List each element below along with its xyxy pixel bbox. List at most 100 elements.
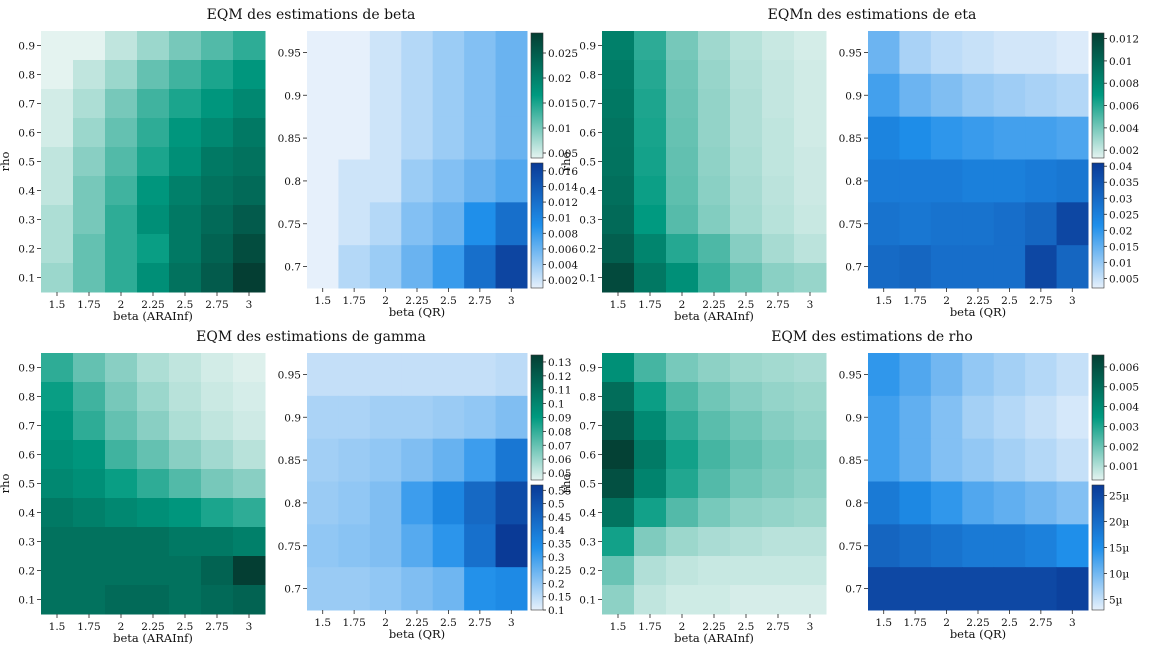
- panel-title-beta: EQM des estimations de beta: [207, 7, 416, 23]
- y-tick-label: 0.1: [18, 273, 35, 285]
- heatmap-cell: [401, 202, 434, 246]
- heatmap-cell: [762, 118, 795, 148]
- y-tick-label: 0.85: [278, 133, 301, 145]
- y-tick-label: 0.5: [579, 479, 596, 491]
- colorbar-tick-label: 15µ: [1109, 543, 1129, 555]
- heatmap-cell: [169, 382, 202, 412]
- x-tick-label: 2: [943, 617, 950, 629]
- colorbar-tick-label: 5µ: [1109, 595, 1123, 607]
- heatmap-cell: [169, 205, 202, 235]
- colorbar-tick-label: 0.2: [548, 578, 565, 590]
- x-tick-label: 2.75: [1029, 295, 1052, 307]
- heatmap-cell: [762, 205, 795, 235]
- heatmap-cell: [169, 411, 202, 441]
- y-tick-label: 0.75: [278, 219, 301, 231]
- heatmap-cell: [495, 202, 528, 246]
- heatmap-cell: [73, 176, 106, 206]
- heatmap-cell: [930, 567, 963, 611]
- y-tick-label: 0.9: [18, 41, 35, 53]
- heatmap-cell: [666, 353, 699, 383]
- heatmap-cell: [698, 527, 731, 557]
- heatmap-cell: [602, 527, 635, 557]
- y-tick-label: 0.6: [18, 128, 35, 140]
- heatmap-cell: [962, 481, 995, 525]
- colorbar-tick-label: 0.005: [1109, 273, 1139, 285]
- colorbar-tick-label: 0.025: [548, 48, 578, 60]
- heatmap-cell: [602, 118, 635, 148]
- colorbar-tick-label: 0.002: [1109, 145, 1139, 157]
- heatmap-cell: [1025, 202, 1058, 246]
- heatmap-cell: [41, 527, 74, 557]
- heatmap-cell: [41, 234, 74, 264]
- colorbar-tick-label: 0.004: [548, 260, 578, 272]
- y-tick-label: 0.8: [284, 498, 301, 510]
- y-tick-label: 0.1: [579, 595, 596, 607]
- panel-eta: EQMn des estimations de eta 1.5 1.75 2 2.25…: [559, 7, 1139, 323]
- heatmap-cell: [794, 118, 827, 148]
- heatmap-cell: [169, 556, 202, 586]
- heatmap-cell: [666, 585, 699, 615]
- y-tick-label: 0.85: [278, 455, 301, 467]
- heatmap-cell: [401, 245, 434, 289]
- x-axis-label: beta (QR): [389, 627, 445, 641]
- heatmap-cell: [1056, 438, 1089, 482]
- heatmap-cell: [698, 31, 731, 61]
- colorbar-tick-label: 0.015: [548, 98, 578, 110]
- x-tick-label: 3: [807, 621, 814, 633]
- y-tick-label: 0.8: [845, 498, 862, 510]
- heatmap-cell: [762, 382, 795, 412]
- x-axis-label: beta (QR): [950, 627, 1006, 641]
- heatmap-cell: [930, 31, 963, 75]
- heatmap-cell: [105, 440, 138, 470]
- heatmap-cell: [868, 202, 900, 246]
- heatmap-cell: [634, 263, 667, 293]
- heatmap-cell: [1025, 116, 1058, 160]
- heatmap-cell: [495, 245, 528, 289]
- colorbar-tick-label: 0.01: [548, 123, 571, 135]
- heatmap-cell: [137, 353, 170, 383]
- x-tick-label: 2: [382, 295, 389, 307]
- heatmap-cell: [105, 498, 138, 528]
- colorbar-bottom-1: [1091, 162, 1105, 289]
- heatmap-cell: [369, 438, 402, 482]
- panel-beta: EQM des estimations de beta 1.5 1.75 2 2.25…: [0, 7, 578, 323]
- heatmap-cell: [730, 382, 763, 412]
- heatmap-cell: [634, 382, 667, 412]
- heatmap-cell: [868, 438, 900, 482]
- heatmap-cell: [432, 481, 465, 525]
- x-tick-label: 1.75: [638, 299, 661, 311]
- x-tick-label: 2: [679, 621, 686, 633]
- colorbar-tick-label: 0.001: [1109, 461, 1139, 473]
- heatmap-cell: [41, 89, 74, 119]
- heatmap-cell: [307, 567, 339, 611]
- heatmap-cell: [666, 556, 699, 586]
- heatmap-cell: [730, 556, 763, 586]
- heatmap-cell: [666, 147, 699, 177]
- heatmap-cell: [794, 263, 827, 293]
- heatmap-cell: [730, 147, 763, 177]
- colorbar-bottom-3: [1091, 484, 1105, 611]
- heatmap-cell: [899, 73, 932, 118]
- colorbar-tick-label: 0.08: [548, 426, 571, 438]
- x-tick-label: 1.75: [903, 295, 926, 307]
- heatmap-cell: [666, 176, 699, 206]
- y-tick-label: 0.5: [18, 157, 35, 169]
- heatmap-cell: [962, 438, 995, 482]
- heatmap-cell: [1025, 353, 1058, 397]
- heatmap-cell: [105, 118, 138, 148]
- colorbar-tick-label: 0.06: [548, 454, 572, 466]
- heatmap-cell: [794, 147, 827, 177]
- heatmap-cell: [634, 89, 667, 119]
- x-tick-label: 1.5: [314, 295, 331, 307]
- y-tick-label: 0.9: [284, 412, 301, 424]
- y-tick-label: 0.5: [18, 479, 35, 491]
- heatmap-cell: [41, 585, 74, 615]
- y-tick-label: 0.2: [579, 244, 596, 256]
- x-tick-label: 3: [1069, 617, 1076, 629]
- heatmap-cell: [899, 159, 932, 203]
- y-tick-label: 0.7: [18, 99, 35, 111]
- left-heatmap-3-cells: [602, 353, 827, 615]
- y-tick-label: 0.6: [579, 450, 596, 462]
- heatmap-cell: [201, 234, 234, 264]
- heatmap-cell: [41, 498, 74, 528]
